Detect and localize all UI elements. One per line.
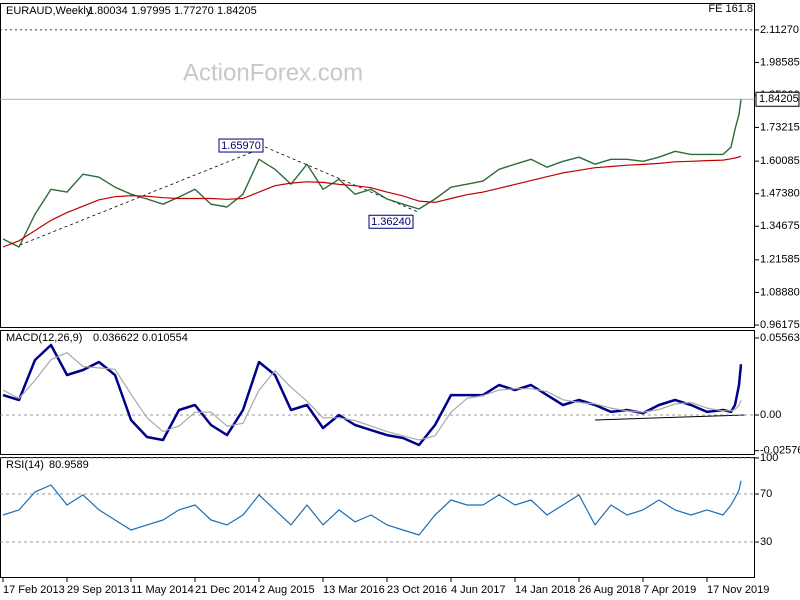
fe-label: FE 161.8: [708, 3, 753, 15]
series-line: [2, 343, 743, 447]
x-tick-label: 11 May 2014: [131, 584, 194, 596]
x-tick-label: 23 Oct 2016: [387, 584, 447, 596]
y-tick-label: 2.11270: [760, 24, 799, 36]
support-line: [594, 414, 746, 421]
x-tick-label: 17 Nov 2019: [707, 584, 769, 596]
panel-frame: [0, 330, 755, 455]
watermark: ActionForex.com: [183, 59, 363, 86]
annotation-box: [218, 138, 264, 153]
panel-title: EURAUD,Weekly: [6, 5, 92, 17]
y-tick-label: 1.47380: [760, 188, 800, 200]
y-tick-label: 30: [760, 536, 772, 548]
series-line: [2, 155, 742, 248]
y-tick-label: 1.34675: [760, 220, 800, 232]
y-tick-label: 1.73215: [760, 121, 800, 133]
annotation-box: [368, 214, 414, 229]
y-tick-label: 1.60085: [760, 155, 800, 167]
panel-title: RSI(14): [6, 459, 44, 471]
y-tick-label: 0.96175: [760, 319, 800, 331]
series-line: [2, 99, 742, 248]
price-label: 1.84205: [759, 93, 799, 105]
y-tick-label: 1.21585: [760, 254, 800, 266]
header-value: 1.77270: [174, 5, 214, 17]
series-line: [2, 480, 742, 536]
header-value: 0.036622: [93, 332, 139, 344]
trend-line: [19, 146, 266, 246]
x-tick-label: 26 Aug 2018: [579, 584, 641, 596]
header-value: 1.84205: [217, 5, 257, 17]
x-tick-label: 17 Feb 2013: [3, 584, 65, 596]
x-tick-label: 4 Jun 2017: [451, 584, 505, 596]
header-value: 80.9589: [49, 459, 89, 471]
y-tick-label: 100: [760, 452, 778, 464]
x-tick-label: 13 Mar 2016: [323, 584, 385, 596]
header-value: 1.97995: [131, 5, 171, 17]
annotation-label: 1.36240: [371, 216, 411, 228]
y-tick-label: -0.02576: [760, 445, 800, 457]
panel-frame: [0, 457, 755, 578]
y-tick-label: 1.08880: [760, 286, 800, 298]
y-tick-label: 1.98585: [760, 56, 800, 68]
panel-frame: [0, 3, 755, 328]
x-tick-label: 21 Dec 2014: [195, 584, 257, 596]
panel-title: MACD(12,26,9): [6, 332, 82, 344]
x-tick-label: 7 Apr 2019: [643, 584, 696, 596]
header-value: 0.010554: [142, 332, 188, 344]
series-line: [2, 352, 742, 441]
x-tick-label: 14 Jan 2018: [515, 584, 576, 596]
y-tick-label: 0.055637: [760, 332, 800, 344]
x-tick-label: 29 Sep 2013: [67, 584, 129, 596]
price-box: [755, 91, 800, 107]
header-value: 1.80034: [88, 5, 128, 17]
annotation-label: 1.65970: [221, 140, 261, 152]
y-tick-label: 70: [760, 488, 772, 500]
y-tick-label: 0.00: [760, 409, 781, 421]
x-tick-label: 2 Aug 2015: [259, 584, 315, 596]
